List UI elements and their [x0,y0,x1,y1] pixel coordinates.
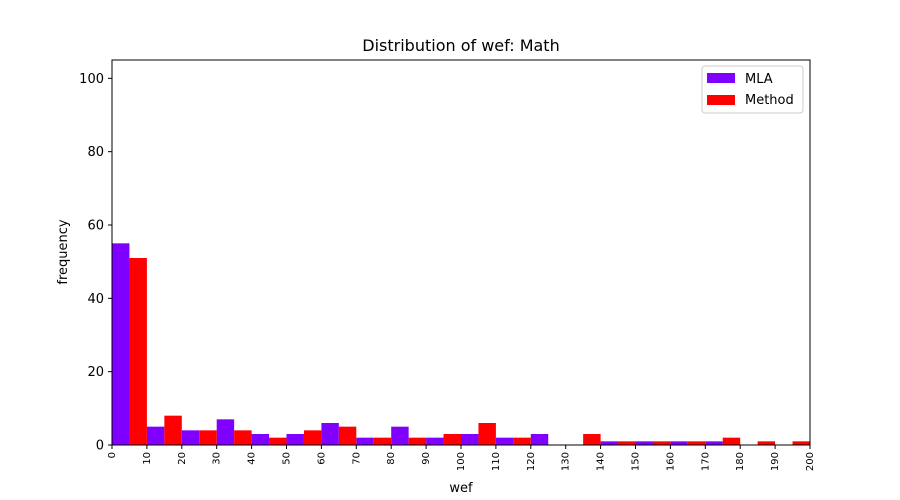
bar-method-180 [757,441,776,445]
bar-method-130 [583,434,601,445]
bar-method-160 [687,441,706,445]
x-tick-label: 120 [526,452,537,471]
bar-method-10 [164,415,182,445]
x-tick-label: 110 [491,452,502,471]
bar-mla-80 [391,426,409,445]
bars-layer [112,243,810,445]
bar-mla-70 [356,437,374,445]
bar-mla-40 [251,434,270,445]
chart-title: Distribution of wef: Math [362,36,559,55]
bar-method-190 [792,441,810,445]
y-tick-label: 100 [79,72,104,87]
legend-label-method: Method [745,93,794,108]
y-tick-label: 20 [87,365,104,380]
y-tick-label: 60 [87,219,104,234]
bar-mla-160 [670,441,688,445]
bar-mla-140 [600,441,619,445]
bar-method-170 [722,437,741,445]
bar-method-70 [373,437,392,445]
x-axis-label: wef [449,481,473,496]
y-axis-label: frequency [56,219,71,285]
bar-mla-170 [705,441,723,445]
x-tick-label: 40 [247,452,258,465]
x-tick-label: 100 [456,452,467,471]
legend-swatch-method [707,95,735,105]
x-tick-label: 190 [770,452,781,471]
bar-method-20 [199,430,217,445]
x-tick-label: 50 [282,452,293,465]
bar-method-110 [513,437,531,445]
x-tick-label: 60 [316,452,327,465]
x-tick-label: 140 [596,452,607,471]
x-tick-label: 200 [805,452,816,471]
bar-method-60 [338,426,357,445]
bar-mla-10 [146,426,165,445]
bar-method-90 [443,434,461,445]
bar-mla-20 [181,430,200,445]
x-tick-label: 10 [142,452,153,465]
x-tick-label: 70 [351,452,362,465]
bar-mla-0 [112,243,130,445]
bar-method-0 [129,258,147,445]
bar-method-150 [652,441,671,445]
x-axis-ticks: 0 10 20 30 40 50 60 70 80 90 100 110 120 130 140 150 160… [107,445,816,471]
bar-mla-90 [426,437,444,445]
y-tick-label: 40 [87,292,104,307]
x-tick-label: 180 [735,452,746,471]
y-tick-label: 80 [87,145,104,160]
legend-swatch-mla [707,73,735,83]
x-tick-label: 150 [631,452,642,471]
legend: MLA Method [701,65,804,114]
y-axis-ticks: 0 20 40 60 80 100 [79,72,112,454]
bar-mla-30 [216,419,235,445]
x-tick-label: 160 [665,452,676,471]
x-tick-label: 0 [107,452,118,458]
y-tick-label: 0 [96,439,104,454]
x-tick-label: 30 [212,452,223,465]
legend-label-mla: MLA [745,72,773,87]
x-tick-label: 20 [177,452,188,465]
x-tick-label: 170 [700,452,711,471]
bar-method-80 [408,437,427,445]
bar-method-50 [303,430,322,445]
bar-mla-50 [286,434,304,445]
bar-mla-110 [495,437,514,445]
bar-mla-150 [635,441,653,445]
bar-method-140 [618,441,636,445]
x-tick-label: 90 [421,452,432,465]
bar-method-40 [269,437,287,445]
x-tick-label: 80 [386,452,397,465]
plot-frame [111,59,811,446]
bar-method-100 [478,423,496,445]
bar-mla-120 [530,434,549,445]
bar-mla-60 [321,423,339,445]
x-tick-label: 130 [561,452,572,471]
bar-method-30 [234,430,252,445]
bar-mla-100 [461,434,479,445]
